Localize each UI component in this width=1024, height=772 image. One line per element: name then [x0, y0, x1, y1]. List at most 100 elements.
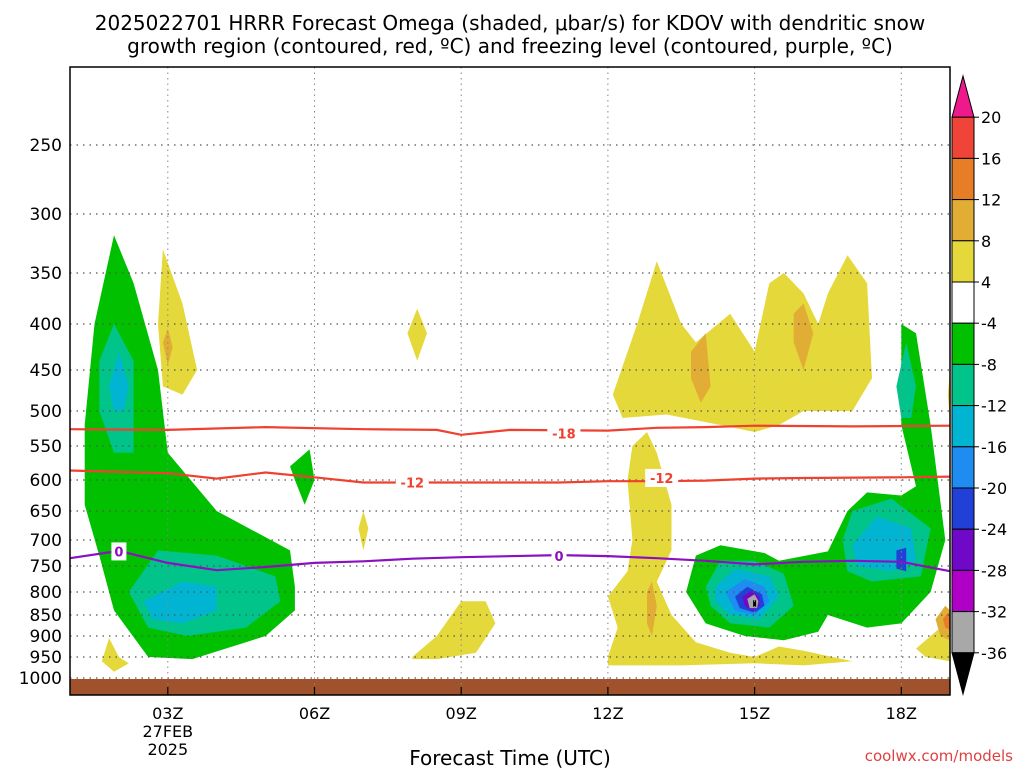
omega-region [162, 328, 173, 366]
contour-line [69, 469, 951, 484]
colorbar-cap [951, 652, 975, 696]
colorbar-label: 8 [981, 232, 991, 251]
contour-label: -18 [552, 427, 576, 442]
y-tick-label: 450 [30, 361, 62, 381]
contour-label: -12 [650, 472, 674, 487]
contour-label-bg [551, 547, 567, 566]
colorbar-label: -28 [981, 561, 1007, 580]
y-tick-label: 800 [30, 583, 62, 603]
colorbar: 20 16 12 8 4 -4 -8 -12 -16 -20 -24 -28 -32 -36 [951, 74, 1007, 696]
colorbar-label: -32 [981, 603, 1007, 622]
y-tick-label: 850 [30, 606, 62, 626]
y-tick-label: 350 [30, 264, 62, 284]
colorbar-label: 4 [981, 273, 991, 292]
contour-label: 0 [554, 550, 563, 565]
colorbar-label: -16 [981, 438, 1007, 457]
plot-frame [69, 66, 951, 696]
x-tick-label: 09Z [446, 704, 477, 723]
colorbar-swatch [951, 528, 975, 571]
colorbar-label: -20 [981, 479, 1007, 498]
colorbar-swatch [951, 322, 975, 365]
colorbar-swatch [951, 199, 975, 242]
contour-label-bg [645, 468, 679, 487]
x-axis-label: Forecast Time (UTC) [409, 746, 611, 768]
omega-region [407, 308, 427, 361]
colorbar-label: 12 [981, 191, 1001, 210]
y-tick-label: 650 [30, 502, 62, 522]
y-tick-label: 300 [30, 205, 62, 225]
x-tick-label: 12Z [592, 704, 623, 723]
chart-title-line1: 2025022701 HRRR Forecast Omega (shaded, … [95, 11, 925, 35]
omega-region [109, 351, 129, 411]
colorbar-swatch [951, 569, 975, 613]
colorbar-label: -4 [981, 314, 997, 333]
y-tick-label: 750 [30, 557, 62, 577]
y-tick-label: 700 [30, 531, 62, 551]
chart-title-line2: growth region (contoured, red, ºC) and f… [127, 34, 893, 58]
colorbar-label: -12 [981, 397, 1007, 416]
colorbar-label: 20 [981, 108, 1001, 127]
contour-label-bg [111, 542, 127, 561]
terrain-rect [70, 679, 950, 695]
omega-region [935, 605, 950, 641]
contour-label-bg [547, 424, 581, 443]
y-tick-label: 600 [30, 471, 62, 491]
x-tick-label: 15Z [739, 704, 770, 723]
y-axis: 2503003504004505005506006507007508008509… [19, 136, 62, 689]
contour-label: -12 [401, 476, 425, 491]
omega-region [793, 303, 814, 370]
y-tick-label: 900 [30, 627, 62, 647]
contour-line [69, 424, 951, 436]
colorbar-swatch [951, 405, 975, 448]
y-tick-label: 400 [30, 315, 62, 335]
colorbar-cap [951, 74, 975, 118]
colorbar-swatch [951, 446, 975, 489]
colorbar-swatch [951, 363, 975, 407]
terrain-band [70, 679, 950, 695]
y-tick-label: 500 [30, 402, 62, 422]
colorbar-label: -36 [981, 644, 1007, 663]
x-tick-label: 06Z [299, 704, 330, 723]
colorbar-label: -24 [981, 520, 1007, 539]
colorbar-swatch [951, 487, 975, 530]
colorbar-swatch [951, 116, 975, 159]
contour-label: 0 [114, 545, 123, 560]
omega-region [691, 333, 711, 403]
colorbar-swatch [951, 240, 975, 283]
contour-label-bg [395, 473, 429, 492]
colorbar-label: 16 [981, 149, 1001, 168]
omega-region [647, 581, 657, 636]
omega-region [84, 235, 295, 660]
contour-line [69, 549, 951, 573]
omega-region [753, 600, 757, 607]
omega-region [896, 342, 916, 418]
omega-region [101, 638, 129, 672]
omega-region [158, 249, 198, 395]
colorbar-label: -8 [981, 355, 997, 374]
x-tick-sublabel: 2025 [147, 740, 188, 759]
colorbar-swatch [951, 281, 975, 324]
y-tick-label: 550 [30, 437, 62, 457]
x-tick-sublabel: 27FEB [142, 722, 193, 741]
omega-region [607, 432, 853, 666]
colorbar-swatch [951, 157, 975, 201]
credit-text: coolwx.com/models [865, 747, 1013, 765]
omega-region [942, 612, 950, 630]
omega-shading [84, 235, 950, 672]
omega-region [612, 255, 872, 432]
x-tick-label: 03Z [152, 704, 183, 723]
y-tick-label: 950 [30, 648, 62, 668]
omega-region [358, 511, 369, 551]
omega-region [896, 547, 907, 572]
gridlines [70, 67, 950, 695]
colorbar-swatch [951, 611, 975, 654]
y-tick-label: 250 [30, 136, 62, 156]
contour-lines [69, 424, 951, 573]
x-tick-label: 18Z [886, 704, 917, 723]
omega-region [412, 601, 496, 660]
y-tick-label: 1000 [19, 669, 62, 689]
contour-labels: -18 -12 -12 0 0 [111, 424, 679, 566]
